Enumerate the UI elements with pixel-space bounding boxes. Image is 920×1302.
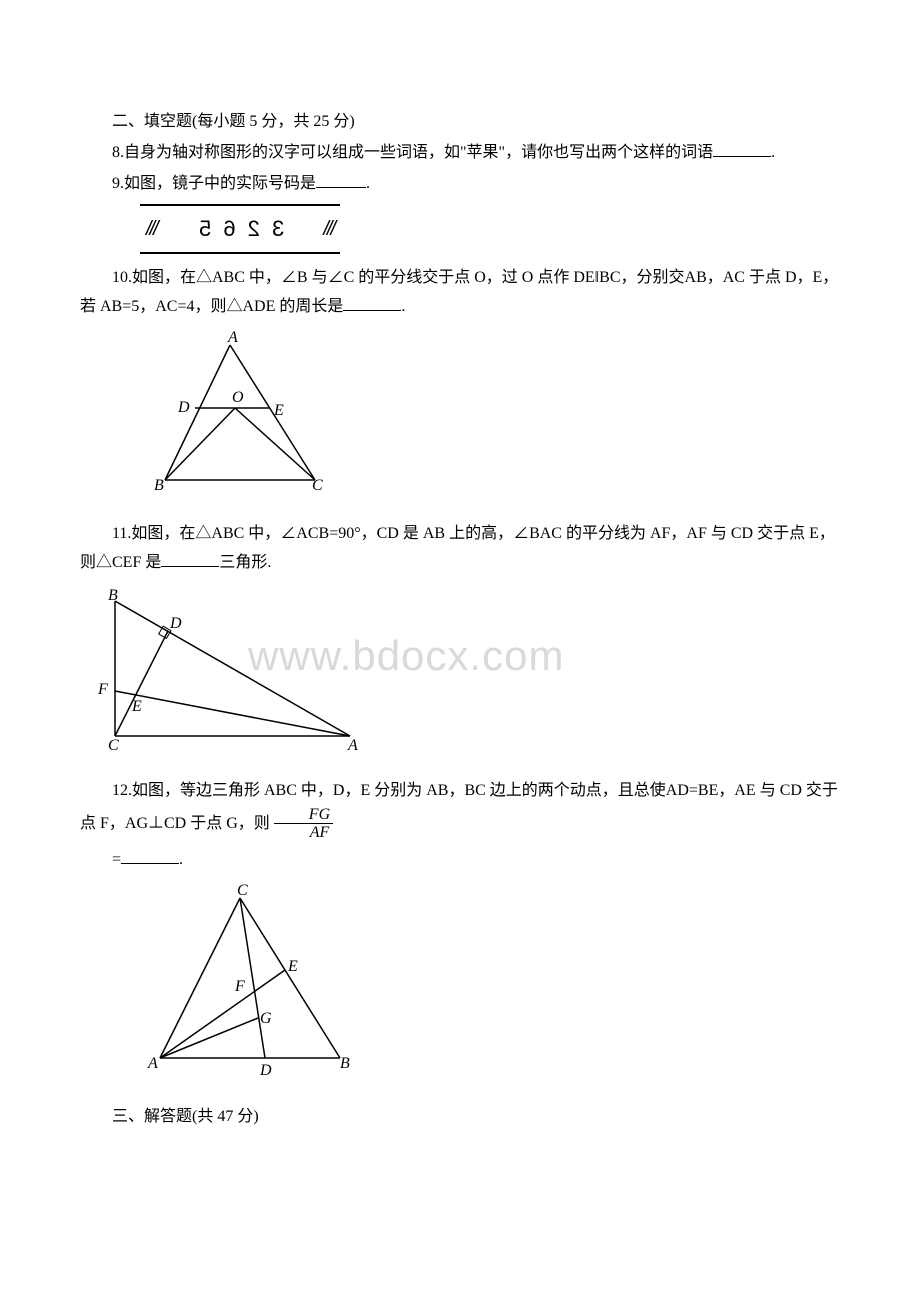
svg-text:A: A xyxy=(227,330,238,346)
q10-blank xyxy=(343,295,401,311)
q12-equals: =. xyxy=(80,846,840,875)
mirror-left-hatch: /// xyxy=(146,211,157,247)
svg-text:D: D xyxy=(177,399,190,416)
question-9: 9.如图，镜子中的实际号码是. xyxy=(80,170,840,199)
q8-text: 8.自身为轴对称图形的汉字可以组成一些词语，如"苹果"，请你也写出两个这样的词语 xyxy=(112,144,713,161)
q10-diagram: A B C D E O xyxy=(140,330,840,511)
mirror-diagram: /// 3 2 6 5 /// xyxy=(140,204,340,254)
svg-text:B: B xyxy=(154,477,164,494)
svg-text:E: E xyxy=(273,402,284,419)
q12-fraction: FG AF xyxy=(274,806,333,842)
question-12: 12.如图，等边三角形 ABC 中，D，E 分别为 AB，BC 边上的两个动点，… xyxy=(80,777,840,842)
frac-num: FG xyxy=(274,806,333,825)
q10-text: 10.如图，在△ABC 中，∠B 与∠C 的平分线交于点 O，过 O 点作 DE… xyxy=(80,269,838,315)
q12-diagram: C A B D E F G xyxy=(140,883,840,1094)
svg-text:E: E xyxy=(287,958,298,975)
svg-text:D: D xyxy=(259,1062,272,1079)
q11-diagram: B C A D F E xyxy=(90,586,840,767)
q12-text: 12.如图，等边三角形 ABC 中，D，E 分别为 AB，BC 边上的两个动点，… xyxy=(80,782,838,832)
svg-text:B: B xyxy=(108,587,118,604)
svg-text:A: A xyxy=(147,1055,158,1072)
mirror-number: 3 2 6 5 xyxy=(196,209,284,249)
svg-text:A: A xyxy=(347,737,358,754)
q12-eq: = xyxy=(112,851,121,868)
q9-text: 9.如图，镜子中的实际号码是 xyxy=(112,175,316,192)
svg-text:C: C xyxy=(237,883,248,899)
svg-text:F: F xyxy=(97,681,108,698)
q12-blank xyxy=(121,848,179,864)
section3-title: 三、解答题(共 47 分) xyxy=(80,1103,840,1132)
svg-text:O: O xyxy=(232,389,244,406)
q9-blank xyxy=(316,172,366,188)
q11-blank xyxy=(161,551,219,567)
question-10: 10.如图，在△ABC 中，∠B 与∠C 的平分线交于点 O，过 O 点作 DE… xyxy=(80,264,840,322)
frac-den: AF xyxy=(274,824,333,842)
q11-suffix: 三角形. xyxy=(219,554,271,571)
svg-text:C: C xyxy=(312,477,323,494)
svg-text:F: F xyxy=(234,978,245,995)
svg-text:D: D xyxy=(169,615,182,632)
svg-text:B: B xyxy=(340,1055,350,1072)
svg-text:G: G xyxy=(260,1010,272,1027)
section2-title: 二、填空题(每小题 5 分，共 25 分) xyxy=(80,108,840,137)
mirror-right-hatch: /// xyxy=(323,211,334,247)
question-8: 8.自身为轴对称图形的汉字可以组成一些词语，如"苹果"，请你也写出两个这样的词语… xyxy=(80,139,840,168)
svg-text:C: C xyxy=(108,737,119,754)
question-11: 11.如图，在△ABC 中，∠ACB=90°，CD 是 AB 上的高，∠BAC … xyxy=(80,520,840,578)
svg-text:E: E xyxy=(131,698,142,715)
q8-blank xyxy=(713,141,771,157)
